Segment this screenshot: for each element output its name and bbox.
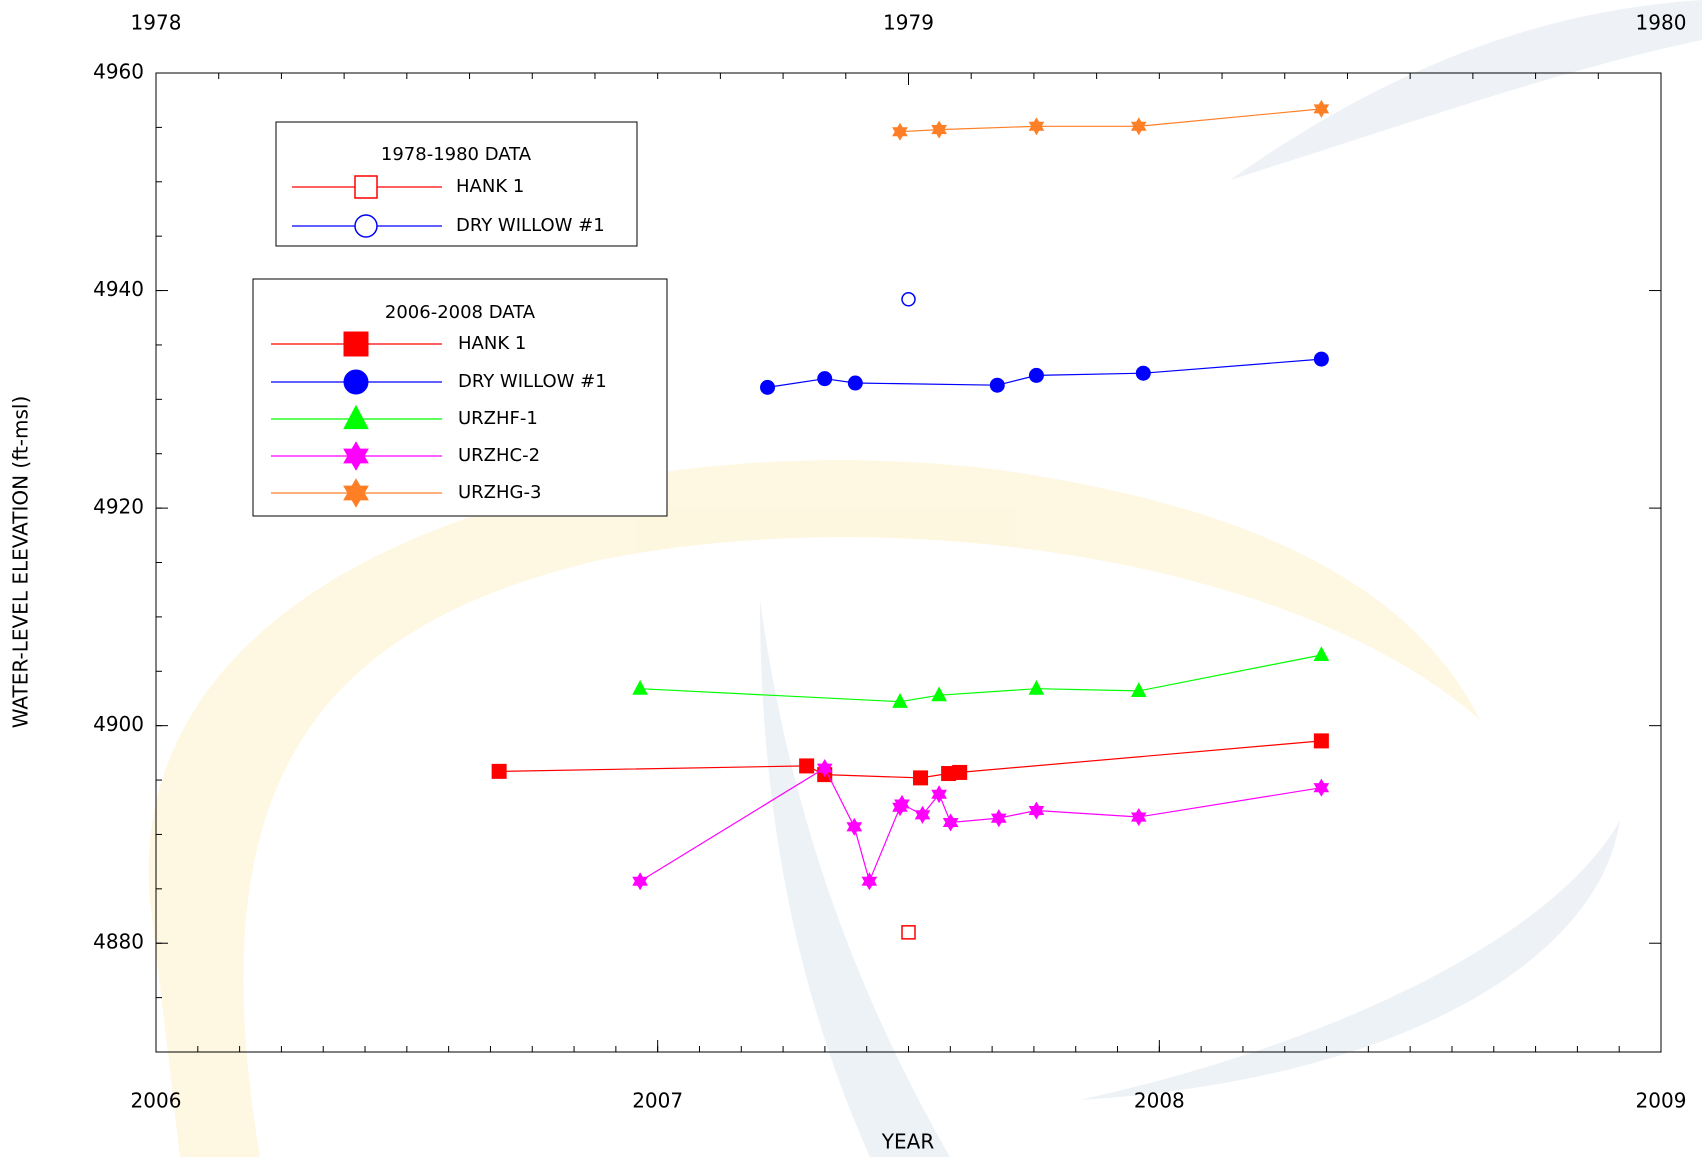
data-point: [1130, 117, 1147, 136]
data-point: [1028, 367, 1044, 383]
legend-marker: [343, 331, 369, 357]
legend-box: [252, 278, 668, 517]
data-point: [760, 379, 776, 395]
data-point: [1313, 778, 1330, 797]
legend-2006: 2006-2008 DATA HANK 1 DRY WILLOW #1 URZHF-1…: [252, 278, 668, 517]
data-point: [799, 758, 815, 774]
data-point: [817, 371, 833, 387]
data-point: [901, 292, 916, 307]
data-point: [901, 925, 916, 940]
data-point: [931, 785, 947, 804]
legend-marker: [354, 175, 378, 199]
data-point: [632, 872, 648, 891]
legend-marker: [343, 441, 369, 471]
data-point: [1313, 351, 1329, 367]
x2-tick-label: 1979: [883, 11, 934, 35]
data-point: [1028, 679, 1045, 695]
y-tick-label: 4900: [93, 712, 144, 736]
x-tick-label: 2007: [632, 1089, 683, 1113]
series-line: [499, 740, 1322, 779]
data-point: [1028, 117, 1045, 136]
watermark: [148, 0, 1702, 1157]
x2-tick-label: 1978: [131, 11, 182, 35]
legend-marker: [343, 404, 369, 430]
data-point: [913, 770, 929, 786]
x2-tick-label: 1980: [1636, 11, 1687, 35]
data-point: [952, 764, 968, 780]
data-point: [816, 759, 833, 778]
x-tick-label: 2006: [131, 1089, 182, 1113]
legend-label: URZHF-1: [458, 408, 538, 429]
legend-label: URZHG-3: [458, 482, 541, 503]
data-point: [894, 794, 910, 813]
legend-marker: [343, 369, 369, 395]
data-point: [632, 679, 648, 695]
legend-box: [275, 121, 638, 247]
data-point: [1135, 365, 1151, 381]
y-tick-label: 4940: [93, 277, 144, 301]
data-point: [1028, 801, 1045, 820]
series-line: [899, 108, 1322, 133]
data-point: [1313, 646, 1330, 662]
legend-1978: 1978-1980 DATA HANK 1 DRY WILLOW #1: [275, 121, 638, 247]
data-point: [847, 375, 863, 391]
series-line: [640, 654, 1322, 703]
data-point: [990, 809, 1007, 828]
data-point: [892, 692, 908, 708]
legend-title: 2006-2008 DATA: [385, 302, 536, 323]
data-point: [989, 377, 1005, 393]
data-point: [861, 872, 878, 891]
legend-marker: [343, 478, 369, 508]
x-tick-label: 2008: [1134, 1089, 1185, 1113]
data-point: [1130, 808, 1147, 827]
legend-label: DRY WILLOW #1: [458, 371, 607, 392]
legend-marker: [354, 214, 378, 238]
data-point: [931, 120, 947, 139]
y-tick-label: 4960: [93, 60, 144, 84]
series-line: [639, 767, 1322, 884]
legend-label: HANK 1: [456, 176, 524, 197]
data-point: [892, 122, 908, 141]
data-point: [914, 805, 931, 824]
x-tick-label: 2009: [1636, 1089, 1687, 1113]
data-point: [491, 763, 507, 779]
legend-title: 1978-1980 DATA: [381, 144, 532, 165]
y-tick-label: 4920: [93, 495, 144, 519]
legend-label: URZHC-2: [458, 445, 540, 466]
data-point: [1313, 99, 1330, 118]
legend-label: HANK 1: [458, 333, 526, 354]
legend-label: DRY WILLOW #1: [456, 215, 605, 236]
data-point: [1130, 682, 1147, 697]
data-point: [1313, 733, 1329, 749]
data-point: [846, 817, 863, 836]
y-tick-label: 4880: [93, 930, 144, 954]
y-axis-title: WATER-LEVEL ELEVATION (ft-msl): [9, 396, 33, 729]
x-axis-title: YEAR: [881, 1130, 935, 1154]
data-point: [942, 813, 959, 832]
data-point: [931, 686, 947, 702]
